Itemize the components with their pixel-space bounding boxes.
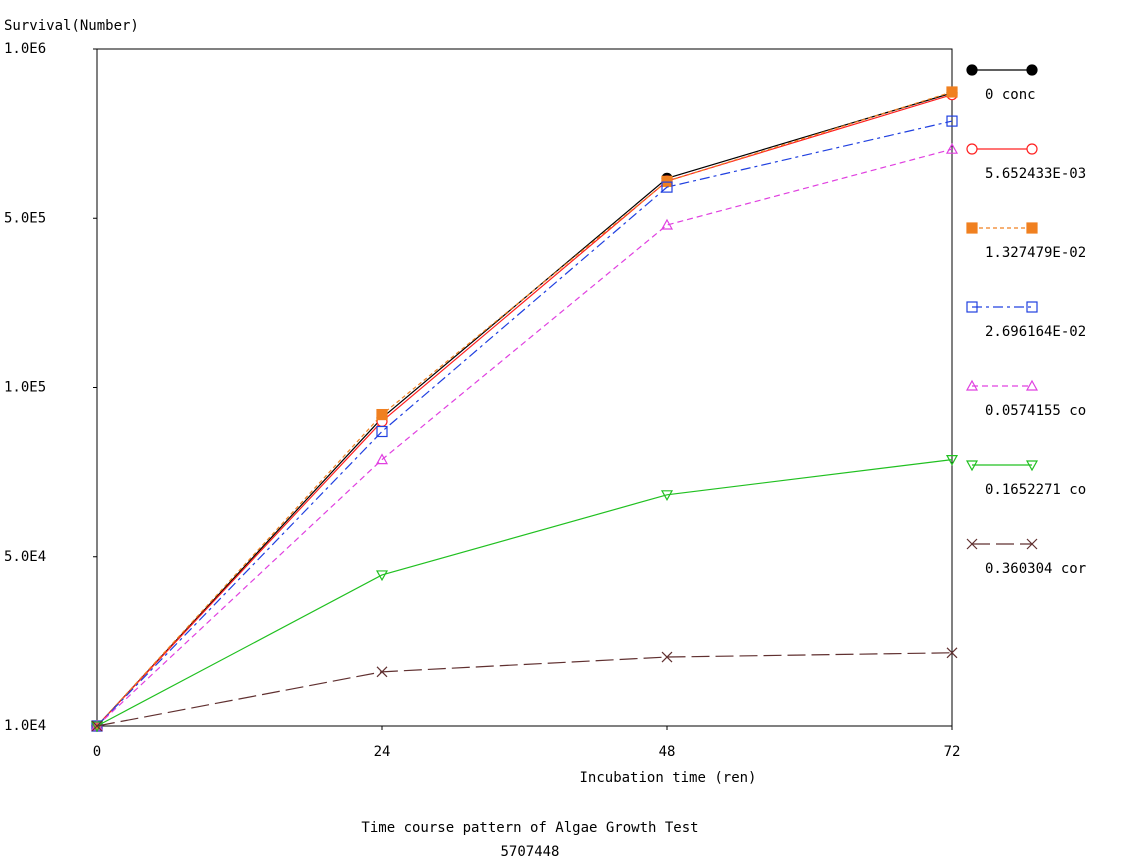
legend-marker xyxy=(966,143,978,155)
legend-marker xyxy=(1026,143,1038,155)
legend-marker xyxy=(1026,538,1038,550)
x-tick-label: 24 xyxy=(374,744,391,760)
legend-marker xyxy=(1025,460,1039,472)
legend-marker xyxy=(1026,301,1038,313)
legend-marker xyxy=(1026,64,1038,76)
point xyxy=(376,408,388,421)
x-tick-label: 48 xyxy=(659,744,676,760)
point xyxy=(660,490,674,502)
point xyxy=(375,453,389,465)
legend-label: 5.652433E-03 xyxy=(985,166,1086,182)
x-axis-label: Incubation time (ren) xyxy=(579,770,756,786)
y-tick-label: 1.0E4 xyxy=(4,718,46,734)
point xyxy=(661,651,673,663)
y-tick-label: 5.0E5 xyxy=(4,210,46,226)
legend-label: 0.0574155 co xyxy=(985,403,1086,419)
point xyxy=(946,647,958,659)
legend-marker xyxy=(966,222,978,234)
legend-marker xyxy=(966,538,978,550)
legend-label: 1.327479E-02 xyxy=(985,245,1086,261)
y-axis-label: Survival(Number) xyxy=(4,18,139,34)
point xyxy=(945,142,959,154)
legend-marker xyxy=(1025,379,1039,391)
y-tick-label: 1.0E5 xyxy=(4,380,46,396)
legend-label: 2.696164E-02 xyxy=(985,324,1086,340)
legend-marker xyxy=(966,64,978,76)
series-line xyxy=(96,91,953,727)
point xyxy=(945,455,959,466)
point xyxy=(375,570,389,582)
series-line xyxy=(96,652,953,727)
legend-marker xyxy=(965,460,979,472)
point xyxy=(661,175,673,187)
legend-label: 0.1652271 co xyxy=(985,482,1086,498)
point xyxy=(660,218,674,230)
series-line xyxy=(96,148,953,727)
point xyxy=(946,86,958,98)
point xyxy=(946,115,958,127)
point xyxy=(376,425,388,438)
series-line xyxy=(96,459,953,727)
y-tick-label: 1.0E6 xyxy=(4,41,46,57)
x-tick-label: 72 xyxy=(944,744,961,760)
point xyxy=(661,181,673,193)
series-line xyxy=(96,120,953,727)
legend-marker xyxy=(966,301,978,313)
point xyxy=(90,721,104,733)
caption: 5707448 xyxy=(500,844,559,860)
series-line xyxy=(96,92,953,727)
y-tick-label: 5.0E4 xyxy=(4,549,46,565)
legend-marker xyxy=(965,379,979,391)
legend-label: 0.360304 cor xyxy=(985,561,1086,577)
legend-label: 0 conc xyxy=(985,87,1036,103)
point xyxy=(91,720,103,732)
series-line xyxy=(96,94,953,727)
legend-marker xyxy=(1026,222,1038,234)
x-tick-label: 0 xyxy=(93,744,101,760)
caption: Time course pattern of Algae Growth Test xyxy=(361,820,698,836)
point xyxy=(376,666,388,678)
